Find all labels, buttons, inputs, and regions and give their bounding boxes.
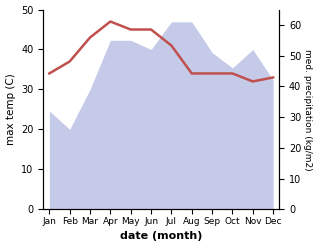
X-axis label: date (month): date (month) xyxy=(120,231,203,242)
Y-axis label: max temp (C): max temp (C) xyxy=(5,74,16,145)
Y-axis label: med. precipitation (kg/m2): med. precipitation (kg/m2) xyxy=(303,49,313,170)
